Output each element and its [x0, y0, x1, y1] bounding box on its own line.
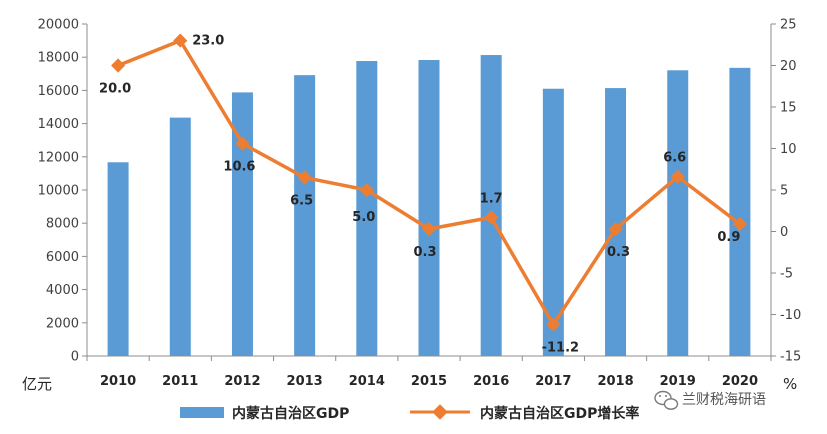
left-tick-label: 18000	[38, 51, 79, 66]
growth-point	[359, 182, 374, 198]
growth-data-label: -11.2	[542, 340, 579, 355]
growth-data-labels: 20.0 23.0 10.6 6.5 5.0 0.3 1.7 -11.2 0.3 6.6 0.9	[99, 34, 740, 356]
legend-bar-label: 内蒙古自治区GDP	[232, 405, 349, 422]
growth-point	[670, 169, 685, 184]
growth-data-label: 0.3	[607, 245, 630, 260]
growth-data-label: 1.7	[480, 191, 503, 206]
x-tick-label: 2012	[224, 374, 260, 389]
gdp-bar	[418, 60, 440, 356]
x-axis-ticks: 2010 2011 2012 2013 2014 2015 2016 2017 2018 2019…	[100, 374, 758, 389]
x-tick-label: 2019	[660, 374, 696, 389]
left-tick-label: 12000	[38, 150, 79, 165]
gdp-bar	[667, 70, 689, 357]
right-tick-label: 5	[780, 184, 788, 199]
right-axis-unit: %	[783, 375, 797, 393]
x-tick-label: 2018	[597, 374, 633, 389]
left-tick-label: 0	[71, 350, 79, 365]
gdp-bars	[107, 55, 751, 357]
gdp-bar	[107, 162, 129, 356]
right-tick-label: -10	[780, 308, 801, 323]
right-tick-label: 0	[780, 225, 788, 240]
x-tick-label: 2016	[473, 374, 509, 389]
x-tick-label: 2013	[287, 374, 323, 389]
growth-point	[484, 210, 499, 225]
x-tick-label: 2014	[349, 374, 385, 389]
growth-point	[297, 170, 312, 185]
legend-line-label: 内蒙古自治区GDP增长率	[480, 405, 639, 422]
growth-data-label: 0.9	[717, 230, 740, 245]
gdp-bar	[169, 117, 191, 357]
growth-point	[732, 216, 747, 232]
x-tick-label: 2010	[100, 374, 136, 389]
x-tick-label: 2015	[411, 374, 447, 389]
legend-bar-swatch	[180, 407, 224, 418]
left-tick-label: 10000	[38, 184, 79, 199]
gdp-bar	[356, 61, 378, 356]
right-tick-label: -15	[780, 350, 801, 365]
gdp-bar	[729, 67, 751, 356]
wechat-icon	[654, 390, 679, 410]
right-axis-ticks: -15 -10 -5 0 5 10 15 20 25	[780, 18, 801, 365]
growth-point	[608, 221, 623, 237]
growth-data-label: 23.0	[192, 34, 224, 49]
growth-point	[546, 317, 561, 332]
right-tick-label: 25	[780, 18, 797, 33]
gdp-bar	[480, 55, 502, 357]
left-tick-label: 4000	[46, 283, 79, 298]
x-tick-label: 2020	[722, 374, 758, 389]
left-tick-label: 6000	[46, 250, 79, 265]
left-tick-label: 16000	[38, 84, 79, 99]
gdp-bar	[542, 88, 564, 357]
growth-data-label: 10.6	[223, 160, 255, 175]
watermark: 兰财税海研语	[654, 390, 766, 410]
x-tick-label: 2017	[535, 374, 571, 389]
growth-data-label: 20.0	[99, 82, 131, 97]
left-tick-label: 20000	[38, 18, 79, 33]
gdp-bar	[231, 92, 253, 356]
right-tick-label: 20	[780, 59, 797, 74]
right-tick-label: 15	[780, 101, 797, 116]
growth-data-label: 0.3	[413, 245, 436, 260]
right-tick-label: 10	[780, 142, 797, 157]
growth-point	[421, 221, 437, 237]
left-tick-label: 8000	[46, 217, 79, 232]
gdp-bar	[294, 75, 316, 357]
watermark-text: 兰财税海研语	[682, 392, 766, 408]
left-tick-label: 2000	[46, 316, 79, 331]
left-axis-ticks: 0 2000 4000 6000 8000 10000 12000 14000 16000 180…	[38, 18, 79, 365]
growth-data-label: 5.0	[352, 210, 375, 225]
x-tick-label: 2011	[162, 374, 198, 389]
growth-data-label: 6.6	[663, 151, 686, 166]
left-tick-label: 14000	[38, 117, 79, 132]
growth-data-label: 6.5	[290, 194, 313, 209]
growth-point	[235, 136, 250, 151]
left-axis-unit: 亿元	[22, 375, 52, 393]
legend: 内蒙古自治区GDP 内蒙古自治区GDP增长率	[180, 404, 639, 422]
right-tick-label: -5	[780, 267, 793, 282]
